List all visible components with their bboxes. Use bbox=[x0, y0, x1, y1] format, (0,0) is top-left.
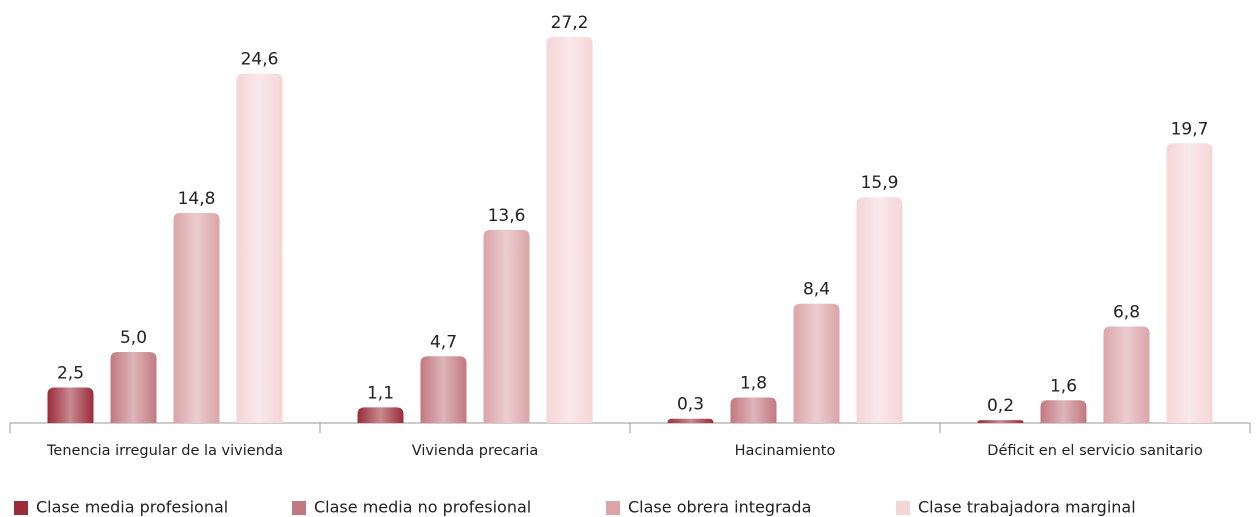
x-tick-label: Tenencia irregular de la vivienda bbox=[46, 443, 283, 459]
data-label: 1,8 bbox=[740, 373, 767, 393]
data-label: 4,7 bbox=[430, 332, 457, 352]
data-label: 27,2 bbox=[551, 13, 589, 33]
data-label: 24,6 bbox=[241, 50, 279, 70]
data-label: 8,4 bbox=[803, 280, 830, 300]
bar bbox=[1103, 326, 1150, 423]
bar bbox=[856, 197, 903, 423]
data-label: 5,0 bbox=[120, 328, 147, 348]
bar bbox=[977, 420, 1024, 423]
bar bbox=[1040, 400, 1087, 423]
legend-label: Clase obrera integrada bbox=[628, 498, 811, 517]
data-label: 14,8 bbox=[178, 189, 216, 209]
bar bbox=[110, 352, 157, 423]
bar bbox=[546, 36, 593, 423]
data-label: 0,2 bbox=[987, 396, 1014, 416]
x-tick-label: Vivienda precaria bbox=[412, 443, 539, 459]
bar bbox=[47, 387, 94, 423]
data-label: 1,1 bbox=[367, 383, 394, 403]
bar bbox=[1166, 143, 1213, 423]
data-label: 2,5 bbox=[57, 364, 84, 384]
bar bbox=[667, 418, 714, 423]
data-label: 6,8 bbox=[1113, 302, 1140, 322]
bar bbox=[793, 303, 840, 423]
bar bbox=[420, 356, 467, 423]
legend-swatch bbox=[606, 501, 620, 515]
legend-label: Clase media profesional bbox=[36, 498, 228, 517]
x-tick-label: Hacinamiento bbox=[735, 443, 836, 459]
x-tick-label: Déficit en el servicio sanitario bbox=[987, 443, 1203, 459]
legend-label: Clase trabajadora marginal bbox=[918, 498, 1136, 517]
data-label: 19,7 bbox=[1171, 119, 1209, 139]
legend-swatch bbox=[292, 501, 306, 515]
data-label: 13,6 bbox=[488, 206, 526, 226]
legend-swatch bbox=[896, 501, 910, 515]
bar bbox=[173, 212, 220, 423]
bar bbox=[730, 397, 777, 423]
data-label: 0,3 bbox=[677, 395, 704, 415]
data-label: 15,9 bbox=[861, 173, 899, 193]
bar bbox=[483, 229, 530, 423]
bar bbox=[357, 407, 404, 423]
legend-label: Clase media no profesional bbox=[314, 498, 531, 517]
bar bbox=[236, 73, 283, 424]
data-label: 1,6 bbox=[1050, 376, 1077, 396]
legend-swatch bbox=[14, 501, 28, 515]
